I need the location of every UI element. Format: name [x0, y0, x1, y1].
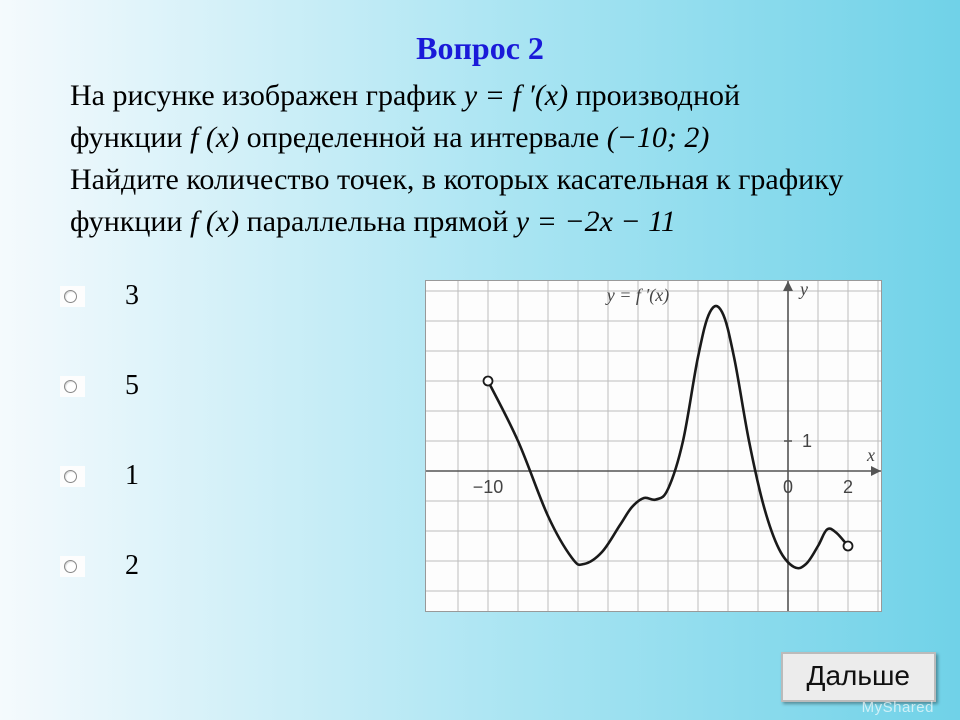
radio-3[interactable]: [60, 466, 85, 487]
radio-1[interactable]: [60, 286, 85, 307]
svg-text:−10: −10: [473, 477, 504, 497]
svg-text:x: x: [866, 445, 875, 465]
formula-fx-2: f (x): [190, 205, 239, 238]
option-4[interactable]: 2: [60, 550, 139, 582]
q-text-2: производной: [576, 79, 740, 112]
derivative-chart: −10 0 2 1 x y y = f ′(x): [425, 280, 882, 612]
option-2[interactable]: 5: [60, 370, 139, 402]
formula-line: y = −2x − 11: [516, 205, 676, 238]
option-2-label: 5: [125, 370, 139, 402]
svg-text:0: 0: [783, 477, 793, 497]
interval: (−10; 2): [607, 121, 710, 154]
formula-fx-1: f (x): [190, 121, 239, 154]
radio-2[interactable]: [60, 376, 85, 397]
q-text-5: Найдите количество точек, в которых каса…: [70, 163, 843, 196]
option-4-label: 2: [125, 550, 139, 582]
q-text-3: функции: [70, 121, 190, 154]
option-1[interactable]: 3: [60, 280, 139, 312]
svg-text:y: y: [798, 281, 808, 299]
answer-options: 3 5 1 2: [60, 280, 139, 640]
option-1-label: 3: [125, 280, 139, 312]
svg-text:y = f ′(x): y = f ′(x): [605, 285, 670, 306]
q-text-4: определенной на интервале: [247, 121, 607, 154]
question-text: На рисунке изображен график y = f ′(x) п…: [0, 67, 960, 243]
svg-text:1: 1: [802, 431, 812, 451]
option-3[interactable]: 1: [60, 460, 139, 492]
q-text-7: параллельна прямой: [247, 205, 516, 238]
question-title: Вопрос 2: [0, 0, 960, 67]
next-button[interactable]: Дальше: [781, 652, 937, 702]
option-3-label: 1: [125, 460, 139, 492]
q-text-6: функции: [70, 205, 190, 238]
watermark: MyShared: [862, 699, 934, 716]
svg-text:2: 2: [843, 477, 853, 497]
radio-4[interactable]: [60, 556, 85, 577]
formula-y-fprime: y = f ′(x): [464, 79, 568, 112]
q-text-1: На рисунке изображен график: [70, 79, 464, 112]
